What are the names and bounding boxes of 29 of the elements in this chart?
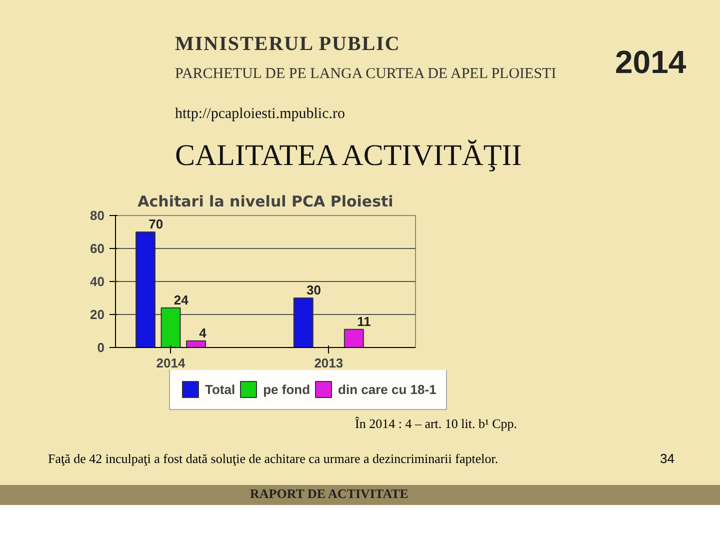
legend-label: pe fond (263, 382, 310, 396)
y-tick-label: 80 (90, 208, 105, 223)
bar (160, 307, 181, 348)
data-label: 30 (306, 282, 322, 298)
text: MINISTERUL PUBLIC (175, 32, 400, 57)
legend-label: Total (205, 382, 236, 396)
text: RAPORT DE ACTIVITATE (249, 485, 408, 503)
chart-subtitle: CALITATEA ACTIVITĂŢII (175, 138, 522, 174)
y-tick-label: 60 (90, 241, 105, 256)
data-label: 24 (174, 292, 190, 308)
bar (186, 340, 206, 348)
bar (344, 328, 364, 348)
text: http://pcaploiesti.mpublic.ro (175, 105, 345, 124)
data-label: 11 (357, 314, 371, 330)
x-tick-label: 2013 (314, 356, 344, 370)
text: Faţă de 42 inculpaţi a fost dată soluţie de achitare ca urmare a dezincriminarii faptelor. (48, 450, 498, 468)
y-tick-label: 20 (90, 307, 105, 322)
text: 2014 (615, 43, 686, 82)
y-tick-label: 40 (90, 274, 105, 289)
text: În 2014 : 4 – art. 10 lit. b¹ Cpp. (355, 415, 518, 433)
bar (136, 232, 156, 348)
bar (293, 298, 314, 348)
text: PARCHETUL DE PE LANGA CURTEA DE APEL PLOIESTI (175, 65, 556, 84)
data-label: 70 (148, 216, 164, 232)
data-label: 4 (199, 326, 208, 341)
y-tick-label: 0 (97, 340, 105, 355)
text: 34 (660, 450, 674, 468)
chart-title: Achitari la nivelul PCA Ploiesti (138, 192, 394, 210)
legend-label: din care cu 18-1 (338, 382, 436, 396)
